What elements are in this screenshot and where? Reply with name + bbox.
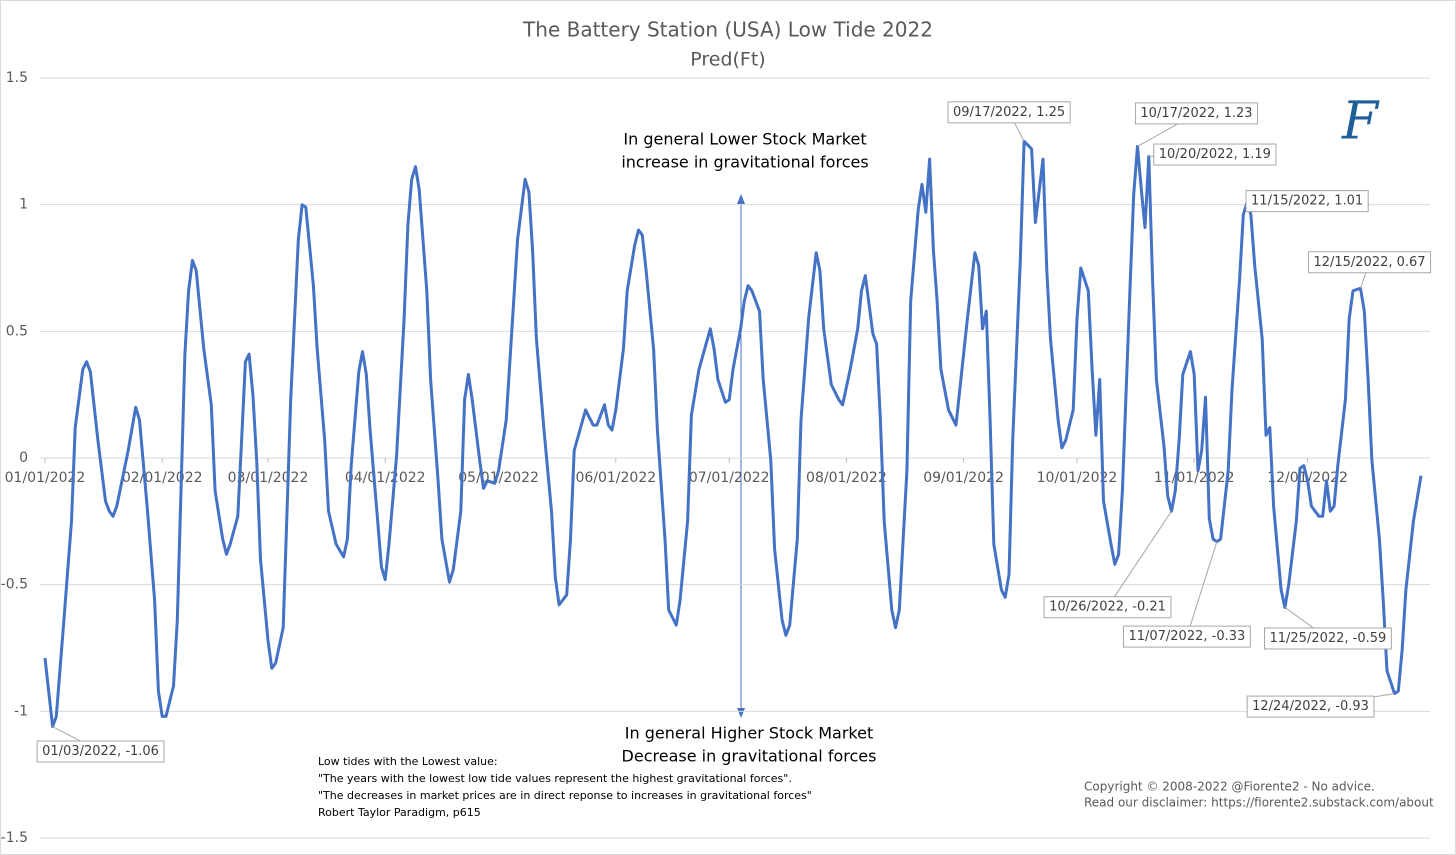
note: Robert Taylor Paradigm, p615 xyxy=(318,806,481,819)
y-tick-label: 1.5 xyxy=(6,70,28,86)
label-box xyxy=(1307,251,1432,274)
data-label: 11/15/2022, 1.01 xyxy=(1251,194,1363,209)
label-box xyxy=(947,101,1071,124)
label-box xyxy=(1245,190,1369,213)
data-label: 11/07/2022, -0.33 xyxy=(1128,629,1245,644)
notes: Low tides with the Lowest value: "The ye… xyxy=(318,755,812,819)
y-tick-label: 1 xyxy=(19,197,28,213)
data-label: 12/15/2022, 0.67 xyxy=(1313,255,1425,270)
data-label: 09/17/2022, 1.25 xyxy=(953,105,1065,120)
label-leader xyxy=(1186,541,1218,637)
x-tick-label: 09/01/2022 xyxy=(923,470,1004,486)
note: Low tides with the Lowest value: xyxy=(318,755,498,768)
annotation: In general Higher Stock Market xyxy=(625,724,874,743)
x-tick-label: 11/01/2022 xyxy=(1154,470,1235,486)
note: "The decreases in market prices are in d… xyxy=(318,789,812,802)
annotation: increase in gravitational forces xyxy=(621,153,868,172)
x-tick-label: 04/01/2022 xyxy=(345,470,426,486)
data-label: 11/25/2022, -0.59 xyxy=(1269,631,1386,646)
y-tick-label: 0.5 xyxy=(6,323,28,339)
note: "The years with the lowest low tide valu… xyxy=(318,772,792,785)
tide-line xyxy=(43,139,1423,728)
data-label: 10/26/2022, -0.21 xyxy=(1049,600,1166,615)
label-box xyxy=(1134,102,1259,125)
data-label: 10/20/2022, 1.19 xyxy=(1159,147,1271,162)
y-tick-label: -1 xyxy=(14,703,28,719)
label-box xyxy=(1263,627,1392,650)
copyright: Copyright © 2008-2022 @Fiorente2 - No ad… xyxy=(1084,780,1375,794)
x-tick-label: 01/01/2022 xyxy=(5,470,86,486)
x-tick-label: 02/01/2022 xyxy=(122,470,203,486)
label-box xyxy=(1122,625,1251,648)
annotation: In general Lower Stock Market xyxy=(623,130,866,149)
y-tick-label: 0 xyxy=(19,450,28,466)
chart-subtitle: Pred(Ft) xyxy=(690,49,765,71)
label-box xyxy=(1153,143,1277,166)
data-label: 12/24/2022, -0.93 xyxy=(1252,699,1369,714)
x-tick-label: 05/01/2022 xyxy=(458,470,539,486)
copyright: Read our disclaimer: https://fiorente2.s… xyxy=(1084,796,1434,810)
annotation: Decrease in gravitational forces xyxy=(622,747,877,766)
x-tick-label: 07/01/2022 xyxy=(689,470,770,486)
label-box xyxy=(1246,695,1375,718)
logo: F xyxy=(1341,92,1380,152)
label-box xyxy=(36,740,165,763)
label-box xyxy=(1043,596,1172,619)
x-tick-label: 08/01/2022 xyxy=(806,470,887,486)
data-label: 01/03/2022, -1.06 xyxy=(42,744,159,759)
data-label: 10/17/2022, 1.23 xyxy=(1140,106,1252,121)
x-tick-label: 10/01/2022 xyxy=(1037,470,1118,486)
grid xyxy=(40,77,1430,839)
label-leader xyxy=(1107,510,1172,608)
y-tick-label: -0.5 xyxy=(1,577,28,593)
chart-title: The Battery Station (USA) Low Tide 2022 xyxy=(522,18,933,42)
x-tick-label: 06/01/2022 xyxy=(575,470,656,486)
y-tick-label: -1.5 xyxy=(1,830,28,846)
